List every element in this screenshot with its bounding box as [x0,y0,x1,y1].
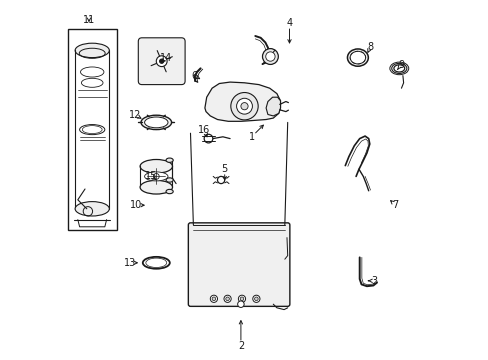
Ellipse shape [349,51,365,64]
Text: 8: 8 [366,42,373,52]
Circle shape [236,98,252,114]
Text: 5: 5 [221,164,227,174]
Ellipse shape [141,115,171,130]
Circle shape [240,297,244,301]
Circle shape [238,295,245,302]
Circle shape [262,49,278,64]
Circle shape [210,295,217,302]
Ellipse shape [166,189,173,194]
Bar [68,29,117,230]
Text: 15: 15 [144,171,157,181]
Text: 11: 11 [82,15,95,25]
Text: 13: 13 [124,258,136,268]
Ellipse shape [81,67,104,77]
Ellipse shape [144,117,168,128]
FancyBboxPatch shape [188,223,289,306]
Circle shape [252,295,260,302]
Circle shape [212,297,215,301]
Circle shape [224,295,231,302]
Text: 16: 16 [198,125,210,135]
Ellipse shape [142,257,169,269]
Circle shape [265,52,275,61]
Text: 10: 10 [130,200,142,210]
Circle shape [254,297,258,301]
Ellipse shape [145,258,166,267]
Ellipse shape [75,202,109,216]
Circle shape [204,134,212,143]
Circle shape [241,103,247,110]
Circle shape [159,59,163,63]
Ellipse shape [80,125,104,135]
Text: 7: 7 [392,200,398,210]
Circle shape [217,176,224,184]
Polygon shape [204,82,280,121]
Ellipse shape [144,172,168,181]
Ellipse shape [166,158,173,162]
Circle shape [230,93,258,120]
Text: 2: 2 [237,341,244,351]
FancyBboxPatch shape [138,38,185,85]
Text: 14: 14 [160,53,172,63]
Circle shape [237,301,244,307]
Text: 4: 4 [286,18,292,28]
Circle shape [156,56,167,67]
Circle shape [225,297,229,301]
Ellipse shape [347,49,367,66]
Text: 6: 6 [191,71,197,81]
Text: 1: 1 [248,132,254,142]
Ellipse shape [140,159,172,173]
Ellipse shape [166,178,173,182]
Ellipse shape [140,180,172,194]
Polygon shape [265,97,280,116]
Text: 3: 3 [370,276,376,286]
Text: 9: 9 [397,60,404,70]
Text: 12: 12 [129,110,142,120]
Ellipse shape [75,43,109,58]
